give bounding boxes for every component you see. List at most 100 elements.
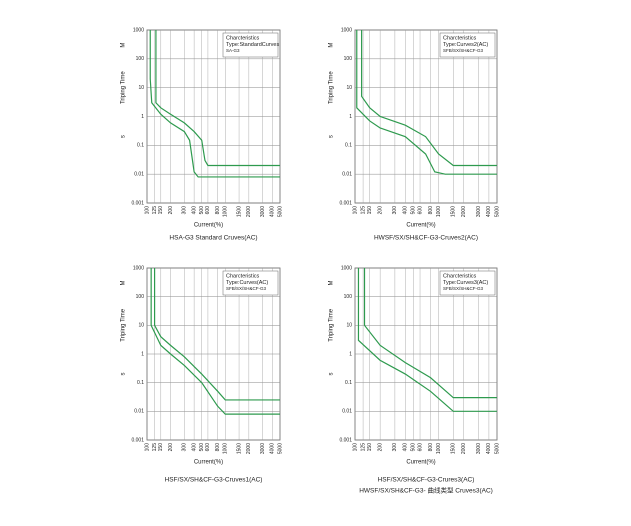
y-tick-label: 0.001 xyxy=(131,437,144,443)
chart-title: HSF/SX/SH&CF-G3-Cruves1(AC) xyxy=(165,477,263,484)
annotation-box xyxy=(439,32,496,58)
curve xyxy=(361,30,497,167)
y-tick-label: 10 xyxy=(138,85,144,91)
x-tick-label: 500 xyxy=(411,443,417,452)
x-tick-label: 3000 xyxy=(476,206,482,217)
annotation: Type:Curves2(AC) xyxy=(443,42,488,48)
y-tick-label: 1 xyxy=(349,114,352,120)
x-tick-label: 500 xyxy=(199,443,205,452)
y-tick-label: 10 xyxy=(346,85,352,91)
annotation: SFB/SX/SH&CF-G3 xyxy=(443,286,484,291)
curve xyxy=(357,268,497,412)
y-tick-label: 0.01 xyxy=(342,171,352,177)
chart-title: HSF/SX/SH&CF-G3-Crures3(AC) xyxy=(378,477,475,484)
x-tick-label: 2000 xyxy=(246,206,252,217)
y-tick-label: 0.1 xyxy=(137,380,144,386)
y-tick-label: 1000 xyxy=(133,265,144,271)
x-tick-label: 150 xyxy=(158,206,164,215)
y-tick-label: 100 xyxy=(136,56,145,62)
x-tick-label: 300 xyxy=(392,443,398,452)
y-tick-label: 100 xyxy=(344,294,353,300)
y-tick-label: 0.1 xyxy=(345,143,352,149)
x-tick-label: 1500 xyxy=(236,443,242,454)
annotation: Type:StandardCurves xyxy=(226,42,279,48)
x-tick-label: 100 xyxy=(144,206,150,215)
x-tick-label: 4000 xyxy=(270,206,276,217)
y-tick-label: 0.01 xyxy=(342,409,352,415)
y-tick-label: 1000 xyxy=(133,27,144,33)
y-tick-label: 1 xyxy=(349,351,352,357)
x-tick-label: 4000 xyxy=(270,443,276,454)
curve xyxy=(363,268,497,399)
x-tick-label: 200 xyxy=(168,443,174,452)
annotation: Type:Curves3(AC) xyxy=(443,280,488,286)
annotation: SFB/SX/SH&CF-G3 xyxy=(226,286,267,291)
annotation-box xyxy=(439,270,496,296)
y-tick-label: 10 xyxy=(346,323,352,329)
x-tick-label: 125 xyxy=(152,206,158,215)
curve xyxy=(150,268,280,415)
y-tick-label: 1 xyxy=(141,114,144,120)
x-tick-label: 300 xyxy=(392,206,398,215)
y-tick-label: 0.1 xyxy=(345,380,352,386)
y-tick-label: 100 xyxy=(344,56,353,62)
x-tick-label: 1500 xyxy=(451,443,457,454)
x-tick-label: 5000 xyxy=(494,443,500,454)
x-tick-label: 150 xyxy=(367,206,373,215)
x-tick-label: 2000 xyxy=(461,443,467,454)
y-unit: M xyxy=(121,43,127,48)
curve xyxy=(155,30,280,167)
annotation: Type:Curves(AC) xyxy=(226,280,268,286)
curve xyxy=(356,30,497,175)
x-tick-label: 5000 xyxy=(494,206,500,217)
x-tick-label: 1000 xyxy=(223,443,229,454)
x-tick-label: 5000 xyxy=(277,443,283,454)
x-tick-label: 4000 xyxy=(486,443,492,454)
annotation: Charcteristics xyxy=(226,35,260,41)
x-tick-label: 125 xyxy=(360,206,366,215)
x-tick-label: 400 xyxy=(191,443,197,452)
x-tick-label: 4000 xyxy=(486,206,492,217)
x-tick-label: 150 xyxy=(367,443,373,452)
x-tick-label: 200 xyxy=(168,206,174,215)
x-tick-label: 800 xyxy=(215,206,221,215)
x-tick-label: 600 xyxy=(205,206,211,215)
y-tick-label: 0.001 xyxy=(339,437,352,443)
annotation: Charcteristics xyxy=(443,273,477,279)
x-tick-label: 600 xyxy=(205,443,211,452)
x-tick-label: 500 xyxy=(411,206,417,215)
y-tick-label: 100 xyxy=(136,294,145,300)
y-unit: M xyxy=(329,280,335,285)
x-tick-label: 600 xyxy=(417,443,423,452)
x-axis-label: Current(%) xyxy=(194,223,223,229)
y-unit: M xyxy=(329,43,335,48)
y-unit: M xyxy=(121,280,127,285)
x-tick-label: 800 xyxy=(428,206,434,215)
x-tick-label: 500 xyxy=(199,206,205,215)
x-tick-label: 2000 xyxy=(246,443,252,454)
y-unit: s xyxy=(121,135,127,138)
x-axis-label: Current(%) xyxy=(406,460,435,466)
x-tick-label: 400 xyxy=(191,206,197,215)
curve xyxy=(149,30,280,178)
x-tick-label: 100 xyxy=(144,443,150,452)
x-axis-label: Current(%) xyxy=(194,460,223,466)
x-tick-label: 800 xyxy=(215,443,221,452)
y-tick-label: 1 xyxy=(141,351,144,357)
y-tick-label: 10 xyxy=(138,323,144,329)
y-axis-label: Triping Time xyxy=(121,71,127,104)
x-tick-label: 300 xyxy=(182,443,188,452)
x-tick-label: 100 xyxy=(352,206,358,215)
x-tick-label: 1000 xyxy=(436,443,442,454)
x-tick-label: 1000 xyxy=(223,206,229,217)
y-axis-label: Triping Time xyxy=(329,308,335,341)
x-tick-label: 200 xyxy=(377,443,383,452)
x-tick-label: 600 xyxy=(417,206,423,215)
annotation-box xyxy=(222,270,279,296)
x-tick-label: 3000 xyxy=(476,443,482,454)
x-tick-label: 125 xyxy=(152,443,158,452)
y-tick-label: 0.001 xyxy=(131,200,144,206)
annotation: Charcteristics xyxy=(443,35,477,41)
x-tick-label: 400 xyxy=(403,206,409,215)
